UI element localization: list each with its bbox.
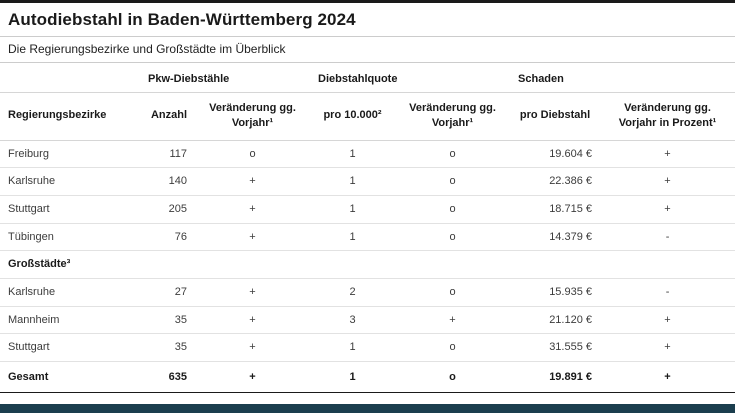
row-label: Stuttgart [0,195,140,224]
cell-value: + [600,195,735,224]
cell-value: 1 [310,195,395,224]
section-label: Großstädte³ [0,250,735,279]
cell-value: 1 [310,167,395,196]
cell-value: o [395,278,511,307]
cell-value: 14.379 € [510,223,601,252]
group-spacer [0,63,140,93]
cell-value: + [195,306,310,335]
cell-value: + [395,306,511,335]
row-label: Karlsruhe [0,278,140,307]
cell-value: 117 [140,140,195,169]
column-header-pro-10000: pro 10.000² [310,92,395,141]
cell-value: o [395,167,511,196]
cell-value: 76 [140,223,195,252]
cell-value: + [195,333,310,362]
table-row: Mannheim 35 +3 +21.120 € + [0,306,735,335]
section-header-row: Großstädte³ [0,250,735,279]
column-header-anzahl: Anzahl [140,92,195,141]
cell-value: 2 [310,278,395,307]
group-header-row: Pkw-Diebstähle Diebstahlquote Schaden [0,63,735,93]
cell-value: o [395,195,511,224]
cell-value: 635 [140,360,195,394]
cell-value: + [600,167,735,196]
table-row: Freiburg 117 o 1 o 19.604 € + [0,140,735,169]
cell-value: 31.555 € [510,333,601,362]
cell-value: 22.386 € [510,167,601,196]
row-label: Mannheim [0,306,140,335]
group-header-pkw-diebstaehle: Pkw-Diebstähle [140,63,310,93]
total-row: Gesamt 635 +1 o 19.891 € + [0,360,735,394]
cell-value: o [395,333,511,362]
cell-value: 205 [140,195,195,224]
cell-value: 1 [310,223,395,252]
column-header-veraenderung-2: Veränderung gg. Vorjahr¹ [395,92,511,141]
table-row: Stuttgart 35 +1 o 31.555 € + [0,333,735,362]
column-header-row: Regierungsbezirke Anzahl Veränderung gg.… [0,92,735,141]
row-label: Tübingen [0,223,140,252]
cell-value: 21.120 € [510,306,601,335]
cell-value: + [600,306,735,335]
cell-value: + [195,223,310,252]
cell-value: 1 [310,140,395,169]
cell-value: + [600,140,735,169]
bottom-accent-bar [0,404,735,413]
data-table: Pkw-Diebstähle Diebstahlquote Schaden Re… [0,63,735,394]
subheader: Die Regierungsbezirke und Großstädte im … [0,37,735,63]
cell-value: + [600,333,735,362]
cell-value: 140 [140,167,195,196]
top-rule [0,0,735,3]
column-header-regierungsbezirke: Regierungsbezirke [0,92,140,141]
column-header-pro-diebstahl: pro Diebstahl [510,92,601,141]
table-row: Tübingen 76 +1 o 14.379 € - [0,223,735,252]
cell-value: 27 [140,278,195,307]
table-row: Karlsruhe 140 +1 o 22.386 € + [0,167,735,196]
cell-value: 19.604 € [510,140,601,169]
column-header-veraenderung-prozent: Veränderung gg. Vorjahr in Prozent¹ [600,92,735,141]
cell-value: + [195,195,310,224]
cell-value: 3 [310,306,395,335]
cell-value: 15.935 € [510,278,601,307]
cell-value: o [395,140,511,169]
column-header-veraenderung-1: Veränderung gg. Vorjahr¹ [195,92,310,141]
row-label: Freiburg [0,140,140,169]
cell-value: 35 [140,306,195,335]
row-label: Karlsruhe [0,167,140,196]
cell-value: - [600,278,735,307]
cell-value: o [395,223,511,252]
cell-value: + [195,360,310,394]
table-row: Karlsruhe 27 +2 o 15.935 € - [0,278,735,307]
page-title: Autodiebstahl in Baden-Württemberg 2024 [8,10,356,29]
cell-value: + [195,167,310,196]
group-header-diebstahlquote: Diebstahlquote [310,63,511,93]
cell-value: 1 [310,360,395,394]
cell-value: 18.715 € [510,195,601,224]
cell-value: o [195,140,310,169]
cell-value: 1 [310,333,395,362]
cell-value: + [600,360,735,394]
cell-value: - [600,223,735,252]
row-label: Gesamt [0,360,140,394]
page-subtitle: Die Regierungsbezirke und Großstädte im … [8,42,286,56]
group-header-schaden: Schaden [510,63,735,93]
cell-value: + [195,278,310,307]
header: Autodiebstahl in Baden-Württemberg 2024 [0,3,735,37]
cell-value: 19.891 € [510,360,601,394]
table-body: Freiburg 117 o 1 o 19.604 € + Karlsruhe 140 +1 o 22… [0,140,735,394]
table-row: Stuttgart 205 +1 o 18.715 € + [0,195,735,224]
row-label: Stuttgart [0,333,140,362]
cell-value: o [395,360,511,394]
cell-value: 35 [140,333,195,362]
